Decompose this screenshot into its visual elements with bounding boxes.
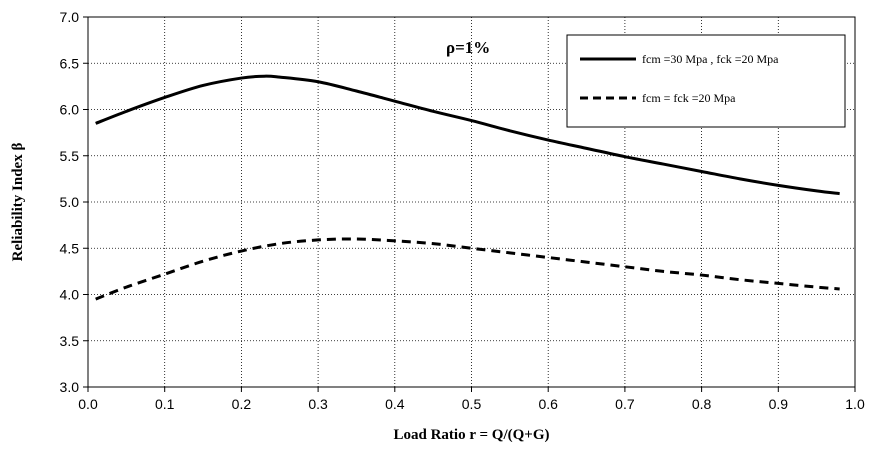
- x-tick-label: 0.6: [538, 396, 558, 412]
- x-tick-label: 0.4: [385, 396, 405, 412]
- x-tick-label: 0.7: [615, 396, 635, 412]
- x-axis-title: Load Ratio r = Q/(Q+G): [394, 427, 550, 443]
- y-tick-label: 5.5: [60, 148, 80, 164]
- axis-ticks: 0.0 0.1 0.2 0.3 0.4 0.5 0.6 0.7 0.8 0.9 1.0 3.0 3.5 4…: [60, 9, 865, 412]
- series-line-solid: [95, 74, 840, 196]
- x-tick-label: 0.8: [692, 396, 712, 412]
- x-tick-label: 0.0: [78, 396, 98, 412]
- y-tick-label: 6.0: [60, 102, 80, 118]
- y-tick-label: 6.5: [60, 55, 80, 71]
- y-tick-label: 4.5: [60, 240, 80, 256]
- x-tick-label: 0.9: [769, 396, 789, 412]
- x-tick-label: 0.5: [462, 396, 482, 412]
- legend-label-solid: fcm =30 Mpa , fck =20 Mpa: [642, 52, 779, 66]
- x-tick-label: 1.0: [845, 396, 865, 412]
- x-tick-label: 0.2: [232, 396, 252, 412]
- y-tick-label: 4.0: [60, 287, 80, 303]
- x-tick-label: 0.1: [155, 396, 175, 412]
- legend-box: [566, 34, 846, 128]
- y-axis-title: Reliability Index β: [10, 143, 26, 262]
- series-lines: [95, 74, 840, 301]
- y-tick-label: 7.0: [60, 9, 80, 25]
- rho-annotation: ρ=1%: [446, 38, 490, 57]
- legend-label-dashed: fcm = fck =20 Mpa: [642, 91, 736, 105]
- y-tick-label: 3.0: [60, 379, 80, 395]
- y-tick-label: 3.5: [60, 333, 80, 349]
- legend: fcm =30 Mpa , fck =20 Mpa fcm = fck =20 …: [566, 34, 846, 128]
- series-line-dashed: [95, 237, 840, 301]
- x-tick-label: 0.3: [308, 396, 328, 412]
- y-tick-label: 5.0: [60, 194, 80, 210]
